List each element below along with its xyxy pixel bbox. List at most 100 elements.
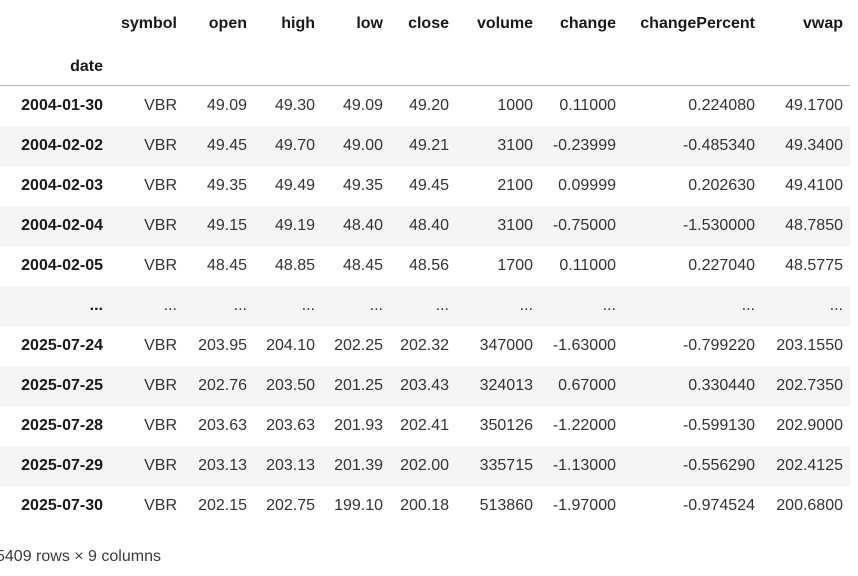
cell: 0.09999 bbox=[558, 177, 616, 194]
cell: 513860 bbox=[479, 497, 533, 514]
cell: 49.45 bbox=[206, 137, 247, 154]
dataframe-table: symbol open high low close volume change… bbox=[0, 0, 850, 514]
cell: 49.35 bbox=[342, 177, 383, 194]
cell: ... bbox=[301, 297, 315, 314]
cell: VBR bbox=[144, 337, 177, 354]
cell: 203.43 bbox=[400, 377, 449, 394]
cell: 202.76 bbox=[198, 377, 247, 394]
cell: -0.485340 bbox=[682, 137, 755, 154]
cell: 324013 bbox=[479, 377, 533, 394]
cell: -0.599130 bbox=[682, 417, 755, 434]
cell: VBR bbox=[144, 177, 177, 194]
row-index-date: 2004-02-04 bbox=[21, 217, 103, 234]
cell: 203.13 bbox=[198, 457, 247, 474]
cell: 49.3400 bbox=[785, 137, 843, 154]
cell: 203.63 bbox=[198, 417, 247, 434]
cell: 2100 bbox=[497, 177, 533, 194]
cell: 0.224080 bbox=[688, 97, 755, 114]
cell: 203.1550 bbox=[776, 337, 843, 354]
cell: 49.4100 bbox=[785, 177, 843, 194]
cell: 49.35 bbox=[206, 177, 247, 194]
index-name-row: date bbox=[0, 48, 850, 86]
cell: ... bbox=[369, 297, 383, 314]
cell: 202.15 bbox=[198, 497, 247, 514]
cell: ... bbox=[163, 297, 177, 314]
cell: -0.75000 bbox=[552, 217, 616, 234]
column-header-close: close bbox=[408, 15, 449, 32]
cell: 202.4125 bbox=[776, 457, 843, 474]
cell: 202.9000 bbox=[776, 417, 843, 434]
cell: -1.530000 bbox=[682, 217, 755, 234]
cell: ... bbox=[602, 297, 616, 314]
column-header-changepercent: changePercent bbox=[640, 15, 755, 32]
row-index-date: 2025-07-24 bbox=[21, 337, 103, 354]
cell: 0.11000 bbox=[559, 257, 616, 274]
row-index-date: 2025-07-30 bbox=[21, 497, 103, 514]
cell: 0.227040 bbox=[688, 257, 755, 274]
table-row: .............................. bbox=[0, 286, 850, 326]
cell: 203.50 bbox=[266, 377, 315, 394]
cell: 48.85 bbox=[274, 257, 315, 274]
cell: 202.41 bbox=[400, 417, 449, 434]
cell: 202.32 bbox=[400, 337, 449, 354]
row-index-date: 2004-01-30 bbox=[21, 97, 103, 114]
cell: 3100 bbox=[497, 137, 533, 154]
column-header-row: symbol open high low close volume change… bbox=[0, 0, 850, 48]
table-header: symbol open high low close volume change… bbox=[0, 0, 850, 86]
cell: 48.45 bbox=[206, 257, 247, 274]
cell: VBR bbox=[144, 457, 177, 474]
table-row: 2025-07-25 VBR 202.76 203.50 201.25 203.43 324… bbox=[0, 366, 850, 406]
cell: VBR bbox=[144, 217, 177, 234]
cell: 49.21 bbox=[408, 137, 449, 154]
cell: 48.7850 bbox=[785, 217, 843, 234]
row-index-date: 2004-02-05 bbox=[21, 257, 103, 274]
cell: 49.30 bbox=[274, 97, 315, 114]
row-index-date: 2004-02-03 bbox=[21, 177, 103, 194]
index-name-label: date bbox=[0, 48, 103, 86]
column-header-change: change bbox=[559, 15, 616, 32]
table-row: 2004-02-05 VBR 48.45 48.85 48.45 48.56 1700 0.1… bbox=[0, 246, 850, 286]
cell: 48.5775 bbox=[785, 257, 843, 274]
column-header-symbol: symbol bbox=[120, 15, 177, 32]
cell: 203.95 bbox=[198, 337, 247, 354]
cell: VBR bbox=[144, 377, 177, 394]
cell: 201.25 bbox=[334, 377, 383, 394]
cell: 204.10 bbox=[266, 337, 315, 354]
cell: 48.45 bbox=[342, 257, 383, 274]
cell: -0.974524 bbox=[682, 497, 755, 514]
column-header-open: open bbox=[208, 15, 247, 32]
cell: 49.00 bbox=[342, 137, 383, 154]
column-header-high: high bbox=[281, 15, 315, 32]
table-row: 2025-07-29 VBR 203.13 203.13 201.39 202.00 335… bbox=[0, 446, 850, 486]
cell: 202.25 bbox=[334, 337, 383, 354]
cell: 49.09 bbox=[342, 97, 383, 114]
cell: 1000 bbox=[497, 97, 533, 114]
cell: 49.15 bbox=[206, 217, 247, 234]
cell: 0.202630 bbox=[688, 177, 755, 194]
corner-cell bbox=[0, 0, 103, 48]
cell: VBR bbox=[144, 417, 177, 434]
dataframe-shape-summary: 5409 rows × 9 columns bbox=[0, 548, 161, 565]
table-row: 2004-02-02 VBR 49.45 49.70 49.00 49.21 3100 -0.… bbox=[0, 126, 850, 166]
cell: -1.63000 bbox=[552, 337, 616, 354]
cell: 203.13 bbox=[266, 457, 315, 474]
cell: 49.45 bbox=[408, 177, 449, 194]
cell: 49.09 bbox=[206, 97, 247, 114]
cell: -1.13000 bbox=[552, 457, 616, 474]
row-index-date: 2004-02-02 bbox=[21, 137, 103, 154]
cell: -1.97000 bbox=[552, 497, 616, 514]
cell: 48.40 bbox=[342, 217, 383, 234]
cell: 202.00 bbox=[400, 457, 449, 474]
cell: VBR bbox=[144, 257, 177, 274]
cell: 0.11000 bbox=[559, 97, 616, 114]
cell: ... bbox=[435, 297, 449, 314]
column-header-low: low bbox=[356, 15, 383, 32]
table-row: 2004-02-03 VBR 49.35 49.49 49.35 49.45 2100 0.0… bbox=[0, 166, 850, 206]
cell: ... bbox=[829, 297, 843, 314]
cell: 200.18 bbox=[400, 497, 449, 514]
column-header-vwap: vwap bbox=[802, 15, 843, 32]
cell: 350126 bbox=[479, 417, 533, 434]
cell: 49.20 bbox=[408, 97, 449, 114]
cell: 347000 bbox=[479, 337, 533, 354]
row-index-date: 2025-07-29 bbox=[21, 457, 103, 474]
